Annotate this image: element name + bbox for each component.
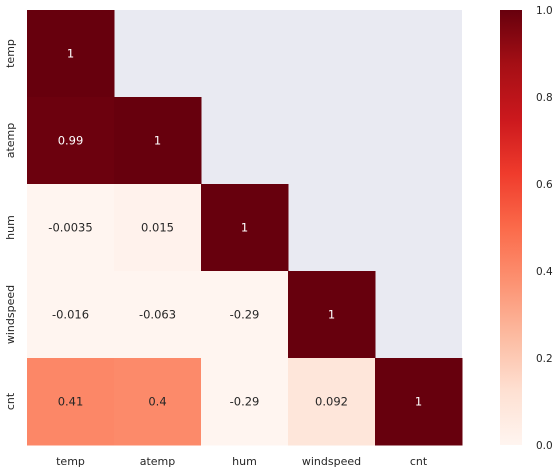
cell-label-cnt-temp: 0.41 (58, 395, 84, 409)
cell-label-cnt-windspeed: 0.092 (315, 395, 348, 409)
cell-label-hum-atemp: 0.015 (141, 221, 174, 235)
colorbar-tick-0.2: 0.2 (536, 353, 553, 365)
heatmap-cell-cnt-cnt (375, 358, 463, 446)
cell-label-cnt-cnt: 1 (415, 395, 422, 409)
heatmap-cell-windspeed-atemp (114, 271, 202, 359)
x-tick-label-cnt: cnt (410, 455, 428, 468)
y-tick-label-atemp: atemp (4, 123, 17, 159)
heatmap-cell-atemp-atemp (114, 97, 202, 185)
x-tick-label-windspeed: windspeed (302, 455, 361, 468)
cell-label-windspeed-temp: -0.016 (52, 308, 89, 322)
cell-label-temp-temp: 1 (67, 47, 74, 61)
heatmap-cell-hum-hum (201, 184, 289, 272)
colorbar-tick-0.8: 0.8 (536, 92, 553, 104)
heatmap-cell-labels: 1 0.99 1 -0.0035 0.015 1 -0.016 -0.063 -0.29 1 0.4… (48, 47, 422, 409)
y-axis-tick-labels: temp atemp hum windspeed cnt (4, 39, 17, 410)
colorbar-tick-1.0: 1.0 (536, 5, 553, 17)
x-axis-tick-labels: temp atemp hum windspeed cnt (56, 455, 428, 468)
cell-label-cnt-hum: -0.29 (230, 395, 260, 409)
y-tick-label-windspeed: windspeed (4, 285, 17, 344)
heatmap-cell-hum-atemp (114, 184, 202, 272)
x-tick-label-hum: hum (232, 455, 257, 468)
x-tick-label-atemp: atemp (140, 455, 176, 468)
y-tick-label-cnt: cnt (4, 392, 17, 410)
heatmap-cell-hum-temp (27, 184, 115, 272)
cell-label-hum-hum: 1 (241, 221, 248, 235)
cell-label-windspeed-hum: -0.29 (230, 308, 260, 322)
heatmap-cells (27, 10, 463, 446)
heatmap-cell-cnt-temp (27, 358, 115, 446)
y-tick-label-temp: temp (4, 39, 17, 68)
heatmap-cell-cnt-atemp (114, 358, 202, 446)
colorbar-tick-labels: 0.0 0.2 0.4 0.6 0.8 1.0 (536, 5, 553, 452)
cell-label-windspeed-windspeed: 1 (328, 308, 335, 322)
heatmap-cell-atemp-temp (27, 97, 115, 185)
colorbar-tick-0.0: 0.0 (536, 440, 553, 452)
cell-label-atemp-atemp: 1 (154, 134, 161, 148)
heatmap-cell-temp-temp (27, 10, 115, 98)
heatmap-cell-windspeed-temp (27, 271, 115, 359)
heatmap-cell-cnt-windspeed (288, 358, 376, 446)
cell-label-atemp-temp: 0.99 (58, 134, 84, 148)
cell-label-cnt-atemp: 0.4 (148, 395, 166, 409)
colorbar-tick-0.6: 0.6 (536, 179, 553, 191)
heatmap-cell-windspeed-windspeed (288, 271, 376, 359)
cell-label-windspeed-atemp: -0.063 (139, 308, 176, 322)
y-tick-label-hum: hum (4, 215, 17, 240)
cell-label-hum-temp: -0.0035 (48, 221, 92, 235)
heatmap-cell-windspeed-hum (201, 271, 289, 359)
x-tick-label-temp: temp (56, 455, 85, 468)
heatmap-cell-cnt-hum (201, 358, 289, 446)
colorbar (500, 10, 522, 445)
colorbar-tick-0.4: 0.4 (536, 266, 553, 278)
